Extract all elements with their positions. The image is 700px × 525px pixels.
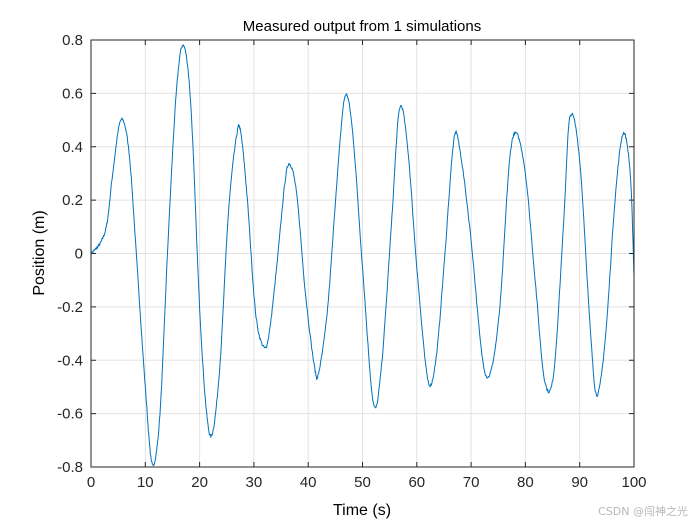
x-tick-label: 60 xyxy=(408,474,425,491)
x-tick-label: 90 xyxy=(571,474,588,491)
x-tick-label: 80 xyxy=(517,474,534,491)
x-tick-label: 40 xyxy=(300,474,317,491)
x-tick-label: 30 xyxy=(246,474,263,491)
y-tick-label: -0.6 xyxy=(57,406,83,423)
x-tick-label: 100 xyxy=(621,474,646,491)
x-tick-label: 70 xyxy=(463,474,480,491)
x-tick-labels: 0 10 20 30 40 50 60 70 80 90 100 xyxy=(87,474,647,491)
x-axis-label: Time (s) xyxy=(333,502,391,519)
axes-box xyxy=(90,39,635,468)
watermark: CSDN @闯神之光 xyxy=(598,505,688,518)
series-line xyxy=(90,44,635,467)
x-tick-label: 50 xyxy=(354,474,371,491)
y-tick-label: 0.2 xyxy=(62,192,83,209)
x-tick-label: 20 xyxy=(191,474,208,491)
y-tick-label: -0.2 xyxy=(57,299,83,316)
y-tick-label: 0.8 xyxy=(62,32,83,49)
x-tick-label: 10 xyxy=(137,474,154,491)
y-tick-label: 0.4 xyxy=(62,139,83,156)
y-tick-label: -0.8 xyxy=(57,459,83,476)
y-tick-label: -0.4 xyxy=(57,352,83,369)
x-tick-label: 0 xyxy=(87,474,95,491)
y-tick-label: 0 xyxy=(75,246,83,263)
y-axis-label: Position (m) xyxy=(31,210,48,295)
chart-title: Measured output from 1 simulations xyxy=(243,18,481,35)
y-tick-label: 0.6 xyxy=(62,85,83,102)
y-tick-labels: -0.8 -0.6 -0.4 -0.2 0 0.2 0.4 0.6 0.8 xyxy=(57,32,83,476)
